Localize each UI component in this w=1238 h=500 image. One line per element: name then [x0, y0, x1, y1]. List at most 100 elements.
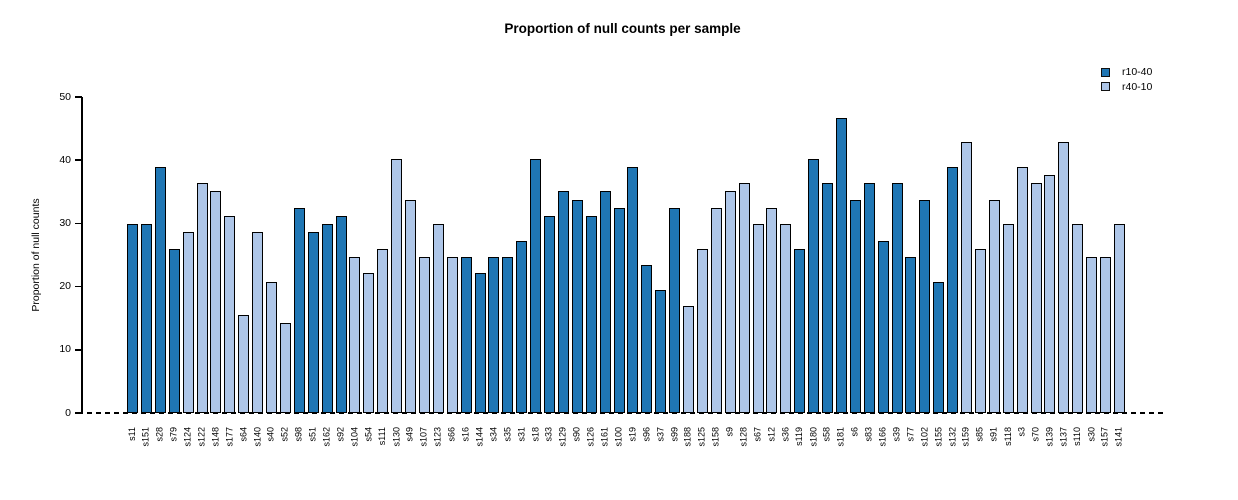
bar: [238, 314, 250, 413]
bar: [224, 216, 236, 413]
bar: [363, 273, 375, 413]
x-tick-label: s162: [321, 427, 332, 447]
bar: [252, 232, 264, 413]
x-tick-label: s166: [877, 427, 888, 447]
bar: [557, 191, 569, 413]
y-tick-label: 50: [59, 90, 71, 103]
x-tick-label: s3: [1016, 427, 1027, 437]
x-tick-label: s34: [488, 427, 499, 442]
y-tick-mark: [75, 159, 82, 161]
bar: [377, 248, 389, 413]
x-tick-label: s137: [1058, 427, 1069, 447]
x-tick-label: s188: [683, 427, 693, 447]
bar: [641, 265, 653, 413]
bar: [488, 257, 500, 413]
x-tick-label: s58: [822, 427, 832, 442]
x-tick-label: s67: [752, 427, 763, 442]
bar: [307, 232, 319, 413]
x-tick-label: s31: [516, 427, 527, 442]
y-axis-label: Proportion of null counts: [30, 198, 42, 312]
x-tick-label: s144: [474, 427, 485, 447]
bar: [349, 257, 361, 413]
x-tick-label: s54: [363, 427, 374, 442]
x-tick-label: s111: [377, 427, 388, 446]
x-tick-label: s70: [1030, 427, 1041, 442]
bar: [794, 248, 806, 413]
bar: [1072, 224, 1084, 413]
y-tick-mark: [75, 412, 82, 414]
x-tick-label: s40: [266, 427, 276, 442]
x-tick-label: s30: [1086, 427, 1097, 442]
bar: [279, 322, 291, 413]
x-tick-label: s99: [669, 427, 680, 442]
bar: [974, 248, 986, 413]
bar: [182, 232, 194, 413]
x-tick-label: s155: [933, 427, 944, 447]
x-tick-label: s148: [210, 427, 221, 447]
x-tick-label: s123: [432, 427, 443, 447]
bar: [1058, 142, 1070, 413]
bar: [669, 207, 681, 413]
x-tick-label: s107: [418, 427, 429, 447]
bar: [432, 224, 444, 413]
bar: [460, 257, 472, 413]
x-tick-label: s18: [530, 427, 541, 442]
bar: [766, 207, 778, 413]
x-tick-label: s140: [252, 427, 263, 447]
bar: [835, 117, 847, 413]
bar: [391, 158, 403, 413]
bar: [683, 306, 694, 413]
x-tick-label: s177: [224, 427, 235, 447]
bar: [947, 166, 959, 413]
x-tick-label: s181: [835, 427, 846, 447]
bar: [752, 224, 764, 413]
x-tick-label: s159: [961, 427, 971, 447]
x-tick-label: s126: [585, 427, 596, 447]
x-tick-label: s77: [905, 427, 916, 442]
x-tick-label: s180: [808, 427, 819, 447]
y-tick-mark: [75, 96, 82, 98]
bar: [544, 216, 555, 413]
bar: [571, 199, 583, 413]
bar: [1044, 174, 1056, 413]
bar: [293, 207, 305, 413]
x-tick-label: s157: [1100, 427, 1110, 447]
y-tick-label: 30: [59, 216, 71, 229]
x-tick-label: s151: [140, 427, 151, 447]
bar: [933, 281, 945, 413]
x-tick-label: s64: [238, 427, 249, 442]
legend-label: r40-10: [1122, 80, 1153, 93]
x-tick-label: s83: [863, 427, 874, 442]
bar: [988, 199, 1000, 413]
bar: [905, 257, 917, 413]
bar: [627, 166, 639, 413]
x-tick-label: s118: [1002, 427, 1013, 446]
bar: [613, 207, 625, 413]
x-tick-label: s33: [544, 427, 554, 442]
bar: [266, 281, 277, 413]
bar: [154, 166, 166, 413]
legend-item: r40-10: [1101, 80, 1152, 95]
x-tick-label: s12: [766, 427, 777, 442]
bar: [696, 248, 708, 413]
x-tick-label: s91: [988, 427, 999, 442]
bar: [1030, 183, 1042, 413]
bar: [1100, 257, 1111, 413]
x-tick-label: s158: [710, 427, 721, 447]
y-tick-label: 10: [59, 343, 71, 356]
bar: [140, 224, 152, 413]
x-tick-label: s132: [947, 427, 958, 447]
x-tick-label: s110: [1072, 427, 1083, 446]
bar: [502, 257, 514, 413]
bar: [335, 216, 347, 413]
legend-swatch: [1101, 82, 1110, 92]
x-tick-label: s39: [891, 427, 902, 442]
x-tick-label: s102: [919, 427, 930, 447]
x-tick-label: s35: [502, 427, 513, 442]
x-tick-label: s49: [405, 427, 415, 442]
x-tick-label: s104: [349, 427, 360, 447]
x-tick-label: s36: [780, 427, 791, 442]
bar: [822, 183, 833, 413]
x-tick-label: s130: [391, 427, 402, 447]
x-tick-label: s124: [182, 427, 193, 447]
